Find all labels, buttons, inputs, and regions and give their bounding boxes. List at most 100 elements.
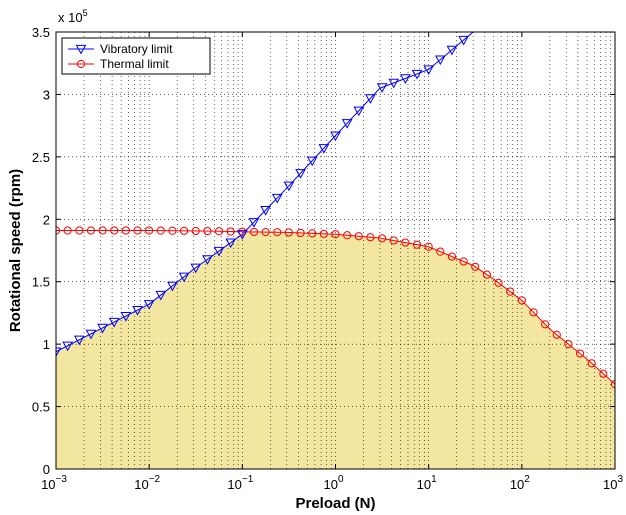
thermal-point [75,226,84,235]
vibratory-limit-series [56,32,474,353]
series-line [56,230,615,385]
thermal-point [541,320,550,329]
y-tick-label: 2.5 [32,150,50,165]
vibratory-point [411,69,423,80]
vibratory-point [353,106,365,117]
vibratory-point [190,263,202,274]
legend-entry: Thermal limit [68,57,169,71]
thermal-point [506,287,515,296]
thermal-point [494,278,503,287]
y-tick-label: 3.5 [32,25,50,40]
y-tick-label: 0 [43,462,50,477]
vibratory-point [388,78,400,89]
thermal-point [424,242,433,251]
vibratory-point [73,335,85,346]
thermal-point [471,262,480,271]
vibratory-point [213,246,225,257]
vibratory-point [330,131,341,142]
grid [55,31,615,470]
y-tick-label: 1.5 [32,275,50,290]
thermal-point [110,226,119,235]
y-tick-label: 2 [43,212,50,227]
vibratory-point [271,193,283,204]
vibratory-point [62,341,73,352]
thermal-point [180,226,189,235]
vibratory-point [225,238,237,249]
thermal-point [401,238,410,247]
vibratory-point [248,218,260,228]
thermal-point [63,226,72,235]
vibratory-point [376,83,388,93]
vibratory-point [132,306,143,316]
x-tick-label: 102 [510,474,530,492]
vibratory-point [446,45,458,56]
y-multiplier-label: x 105 [58,8,88,25]
series-lines [56,32,615,389]
vibratory-point [434,55,446,66]
thermal-point [214,227,224,236]
thermal-point [529,308,538,317]
vibratory-point [306,156,318,167]
legend-label: Vibratory limit [100,42,173,56]
thermal-point [226,227,235,236]
x-tick-label: 10−2 [134,474,160,492]
thermal-point [191,226,200,236]
vibratory-point [458,35,469,46]
vibratory-point [85,329,97,340]
thermal-point [296,228,305,238]
vibratory-point [365,94,376,104]
legend-box [61,37,211,75]
thermal-point [377,234,387,243]
legend-label: Thermal limit [100,57,169,71]
thermal-point [156,226,165,235]
thermal-limit-series [56,230,615,385]
thermal-point [610,379,615,389]
x-tick-label: 10−3 [41,474,67,492]
thermal-point [86,226,96,235]
vibratory-point [318,144,330,154]
feasible-region-area [56,231,615,469]
thermal-point [459,257,468,266]
series-line [56,32,474,353]
thermal-point [261,227,270,237]
vibratory-point [295,169,306,179]
y-tick-label: 1 [43,337,50,352]
thermal-point [168,226,177,235]
thermal-point [564,340,573,349]
thermal-point [145,226,154,235]
axis-ticks: 10−3 10−2 10−1 100 101 102 103 0 0.5 1 1.5 2 2.5 3 3.5 [32,25,624,492]
vibratory-point [56,347,62,358]
x-tick-label: 103 [603,474,623,492]
thermal-point [284,228,294,237]
thermal-point [389,236,398,245]
x-axis-label: Preload (N) [295,495,375,512]
vibratory-point [97,323,108,334]
thermal-point [447,252,457,261]
x-tick-label: 10−1 [227,474,253,492]
vibratory-point [108,317,120,328]
feasible-region [56,231,615,469]
vibratory-point [236,230,248,240]
vibratory-point [260,205,271,216]
thermal-point [98,226,107,235]
thermal-point [366,233,375,242]
thermal-point [412,240,422,249]
thermal-point [552,330,561,339]
thermal-point [203,226,212,236]
thermal-point [575,349,585,358]
y-axis-label: Rotational speed (rpm) [7,169,24,332]
thermal-point [76,59,86,69]
vibratory-point [202,255,213,265]
thermal-point [343,231,352,240]
vibratory-point [167,281,178,292]
vibratory-point [400,74,411,84]
y-tick-label: 3 [43,87,50,102]
thermal-point [121,226,130,235]
thermal-point [436,247,445,256]
vibratory-point [143,300,155,310]
thermal-point [319,229,328,238]
x-tick-label: 101 [417,474,437,492]
vibratory-point [178,272,190,283]
